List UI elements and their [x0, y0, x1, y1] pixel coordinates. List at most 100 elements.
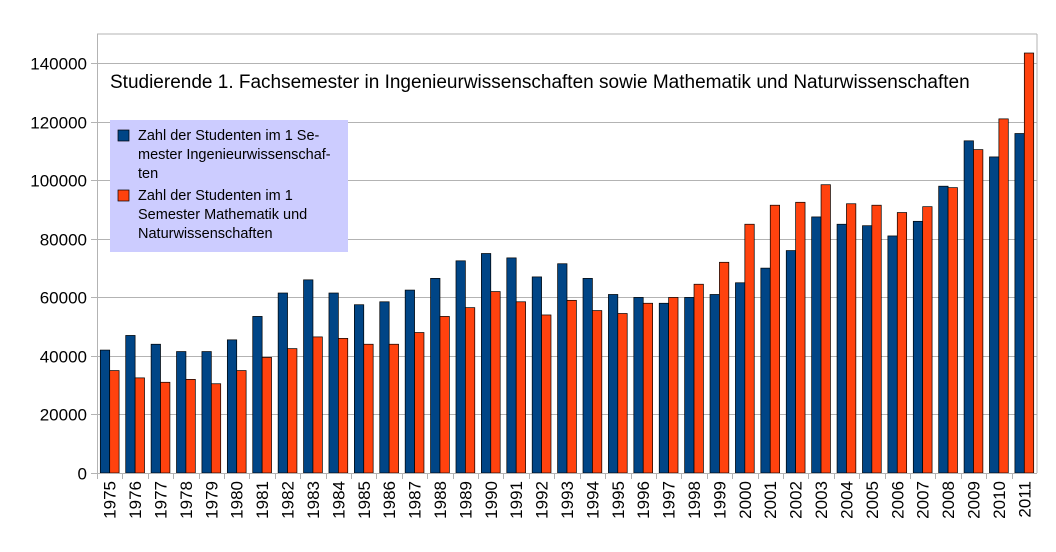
bar-ingenieur-2004	[836, 223, 847, 474]
legend: Zahl der Studenten im 1 Se-mester Ingeni…	[110, 120, 348, 252]
bar-ingenieur-1990	[481, 253, 492, 474]
y-tick-label: 0	[78, 465, 87, 484]
bar-mathe-1975	[109, 370, 120, 474]
bar-ingenieur-1977	[150, 343, 161, 474]
bar-mathe-2011	[1023, 52, 1035, 474]
bar-mathe-2000	[744, 223, 755, 474]
bar-mathe-1984	[338, 338, 349, 474]
legend-label-ingenieur: Zahl der Studenten im 1 Se-mester Ingeni…	[138, 128, 331, 182]
legend-box	[110, 120, 348, 252]
bar-mathe-1998	[693, 283, 704, 474]
bar-ingenieur-1998	[684, 297, 695, 474]
bar-mathe-1996	[642, 302, 653, 474]
legend-swatch-mathe	[117, 189, 130, 202]
x-tick-label: 1992	[533, 481, 552, 519]
x-tick-label: 1990	[482, 481, 501, 519]
bar-ingenieur-1985	[354, 304, 365, 474]
x-tick-label: 1995	[609, 481, 628, 519]
bar-ingenieur-1996	[633, 297, 644, 474]
bar-mathe-1994	[592, 310, 603, 474]
x-tick-label: 2010	[990, 481, 1009, 519]
bar-ingenieur-1982	[277, 292, 288, 474]
y-axis-tick-labels: 0 20000 40000 60000 80000 100000 120000 140000	[30, 55, 97, 484]
bar-mathe-2003	[820, 184, 831, 474]
x-tick-label: 1980	[228, 481, 247, 519]
bar-mathe-2007	[922, 206, 933, 474]
bar-ingenieur-1979	[201, 351, 212, 474]
bar-ingenieur-1978	[176, 351, 187, 474]
x-tick-label: 2008	[939, 481, 958, 519]
bar-mathe-2002	[795, 201, 806, 474]
y-tick-label: 120000	[30, 114, 87, 133]
x-tick-label: 2009	[965, 481, 984, 519]
bar-mathe-1990	[490, 291, 501, 474]
bar-mathe-1999	[719, 261, 730, 474]
bar-mathe-1992	[541, 314, 552, 474]
bar-ingenieur-1984	[328, 292, 339, 474]
y-tick-label: 100000	[30, 172, 87, 191]
x-tick-label: 2003	[812, 481, 831, 519]
bar-mathe-1987	[414, 332, 425, 474]
bar-mathe-1976	[134, 377, 145, 474]
bar-ingenieur-1993	[557, 263, 568, 474]
bar-ingenieur-1999	[709, 294, 720, 474]
bar-ingenieur-1997	[658, 302, 669, 474]
x-tick-label: 1985	[355, 481, 374, 519]
legend-label-mathe: Zahl der Studenten im 1 Semester Mathemat…	[138, 188, 307, 242]
x-tick-label: 1981	[253, 481, 272, 519]
bar-ingenieur-1992	[531, 276, 542, 474]
y-tick-label: 60000	[40, 289, 87, 308]
bar-ingenieur-2005	[862, 225, 873, 474]
bar-ingenieur-2006	[887, 235, 898, 474]
x-tick-label: 2011	[1015, 481, 1034, 518]
bar-mathe-1979	[210, 383, 222, 474]
x-tick-label: 1991	[507, 481, 526, 519]
x-tick-label: 2004	[838, 481, 857, 519]
bar-ingenieur-2000	[735, 282, 746, 474]
bar-ingenieur-1976	[125, 335, 136, 474]
bar-mathe-1995	[617, 313, 628, 474]
bar-mathe-2006	[896, 212, 908, 474]
bar-ingenieur-1987	[404, 289, 415, 474]
bar-ingenieur-1995	[608, 294, 619, 474]
x-tick-label: 1996	[634, 481, 653, 519]
x-tick-label: 1978	[177, 481, 196, 519]
x-tick-label: 1986	[380, 481, 399, 519]
bar-ingenieur-2008	[938, 185, 949, 474]
bar-mathe-1977	[160, 381, 171, 474]
bar-mathe-1986	[388, 343, 399, 474]
bar-mathe-1983	[312, 336, 323, 474]
bar-mathe-1978	[185, 379, 196, 474]
bar-ingenieur-2009	[963, 140, 974, 474]
bar-ingenieur-1988	[430, 278, 441, 474]
x-tick-label: 1988	[431, 481, 450, 519]
y-tick-label: 140000	[30, 55, 87, 74]
bar-ingenieur-1986	[379, 301, 390, 474]
y-tick-label: 20000	[40, 406, 87, 425]
bar-mathe-1981	[261, 357, 272, 474]
x-tick-label: 2007	[914, 481, 933, 519]
bar-mathe-1989	[465, 307, 476, 474]
x-tick-label: 2001	[761, 481, 780, 519]
bar-mathe-1991	[515, 301, 526, 474]
bar-ingenieur-1980	[226, 339, 238, 474]
y-tick-label: 40000	[40, 348, 87, 367]
bar-mathe-1982	[287, 348, 298, 474]
legend-swatch-ingenieur	[117, 129, 130, 142]
x-tick-label: 2000	[736, 481, 755, 519]
x-tick-label: 1984	[329, 481, 348, 519]
bar-ingenieur-1994	[582, 278, 593, 474]
bar-mathe-1997	[668, 297, 679, 474]
bar-mathe-2005	[871, 204, 882, 474]
chart-title: Studierende 1. Fachsemester in Ingenieur…	[110, 72, 970, 93]
bar-mathe-1980	[236, 370, 247, 474]
bar-ingenieur-2010	[989, 156, 1000, 474]
x-tick-label: 1975	[101, 481, 120, 519]
x-tick-label: 1983	[304, 481, 323, 519]
y-tick-label: 80000	[40, 231, 87, 250]
x-tick-label: 1982	[279, 481, 298, 519]
x-tick-label: 1999	[710, 481, 729, 519]
bar-mathe-1985	[363, 343, 374, 474]
x-tick-label: 1977	[152, 481, 171, 519]
